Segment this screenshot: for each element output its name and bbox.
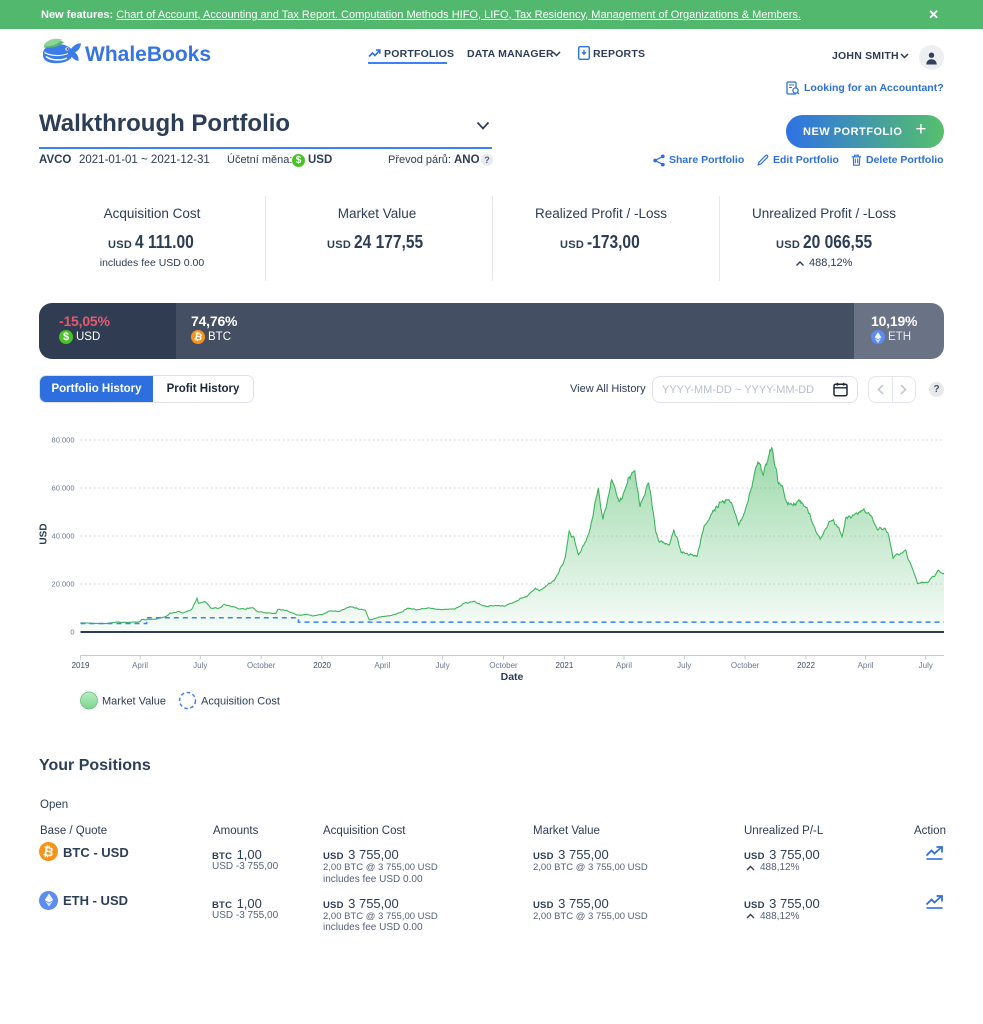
svg-text:October: October (731, 661, 760, 670)
svg-text:Acquisition Cost: Acquisition Cost (201, 696, 280, 708)
svg-text:60 000: 60 000 (52, 484, 75, 493)
svg-text:April: April (616, 661, 632, 670)
svg-text:July: July (919, 661, 933, 670)
svg-text:July: July (677, 661, 691, 670)
svg-text:2021: 2021 (556, 661, 574, 670)
svg-text:October: October (247, 661, 276, 670)
svg-text:40 000: 40 000 (52, 532, 75, 541)
svg-text:July: July (435, 661, 449, 670)
svg-text:0: 0 (70, 628, 74, 637)
svg-text:July: July (193, 661, 207, 670)
svg-text:USD: USD (39, 523, 50, 544)
svg-text:April: April (374, 661, 390, 670)
svg-text:80 000: 80 000 (52, 436, 75, 445)
svg-text:April: April (132, 661, 148, 670)
svg-text:October: October (489, 661, 518, 670)
svg-text:Date: Date (501, 671, 524, 683)
svg-text:2019: 2019 (72, 661, 90, 670)
svg-text:20 000: 20 000 (52, 580, 75, 589)
svg-text:April: April (858, 661, 874, 670)
svg-text:2022: 2022 (797, 661, 815, 670)
svg-text:Market Value: Market Value (102, 696, 166, 708)
svg-text:2020: 2020 (313, 661, 331, 670)
